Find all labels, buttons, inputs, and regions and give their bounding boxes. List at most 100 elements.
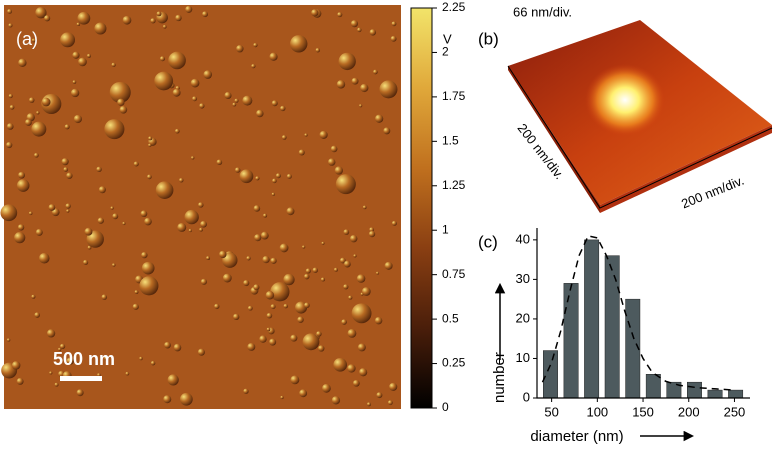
afm-particle <box>31 38 36 43</box>
afm-particle <box>134 290 139 294</box>
tick-label: 0.5 <box>442 311 459 325</box>
afm-particle <box>148 136 153 141</box>
afm-features <box>0 5 398 407</box>
afm-particle <box>16 179 30 192</box>
afm-particle <box>147 174 152 180</box>
afm-particle <box>269 338 277 346</box>
afm-particle <box>290 334 298 342</box>
afm-particle <box>54 382 59 387</box>
afm-particle <box>150 360 156 366</box>
y-tick-label: 30 <box>516 271 530 286</box>
afm-particle <box>265 290 275 300</box>
afm-particle <box>139 356 143 361</box>
afm-particle <box>31 121 47 137</box>
afm-particle <box>202 11 208 18</box>
afm-particle <box>59 343 66 350</box>
bar <box>645 374 661 399</box>
afm-particle <box>254 234 262 242</box>
afm-particle <box>390 35 397 42</box>
afm-particle <box>76 22 81 27</box>
afm-particle <box>253 205 261 212</box>
afm-particle <box>16 377 24 385</box>
afm-particle <box>144 217 152 226</box>
afm-particle <box>87 245 92 250</box>
afm-particle <box>155 181 174 199</box>
afm-particle <box>94 22 107 35</box>
afm-particle <box>35 228 43 236</box>
afm-particle <box>111 62 116 68</box>
afm-particle <box>167 374 179 386</box>
afm-particle <box>383 127 391 135</box>
afm-particle <box>338 52 356 71</box>
afm-particle <box>239 169 254 184</box>
afm-particle <box>18 58 27 68</box>
bar <box>604 255 620 399</box>
x-scale-label: 200 nm/div. <box>679 173 746 212</box>
afm-particle <box>173 343 182 352</box>
afm-particle <box>9 104 15 110</box>
panel-label: (a) <box>16 29 38 49</box>
afm-particle <box>61 158 69 166</box>
afm-particle <box>6 141 13 149</box>
afm-particle <box>379 80 398 99</box>
afm-particle <box>357 27 362 33</box>
afm-particle <box>275 173 281 179</box>
afm-particle <box>78 57 87 67</box>
afm-particle <box>66 172 73 179</box>
afm-particle <box>48 204 56 211</box>
afm-particle <box>350 234 358 243</box>
afm-particle <box>376 271 380 275</box>
afm-particle <box>34 152 39 158</box>
afm-particle <box>286 173 292 179</box>
afm-particle <box>255 176 260 181</box>
afm-particle <box>36 111 40 115</box>
afm-particle <box>362 205 367 210</box>
afm-particle <box>46 329 56 338</box>
y-tick-label: 20 <box>516 310 530 325</box>
afm-particle <box>44 15 51 22</box>
afm-particle <box>369 29 377 36</box>
afm-particle <box>375 114 384 123</box>
afm-particle <box>177 222 187 232</box>
afm-particle <box>304 302 310 309</box>
afm-particle <box>117 98 125 107</box>
afm-particle <box>70 88 80 98</box>
box-edge <box>507 65 773 209</box>
bar <box>563 283 579 399</box>
afm-particle <box>191 156 195 160</box>
afm-particle <box>222 273 232 283</box>
afm-particle <box>305 268 311 274</box>
afm-particle <box>35 7 47 19</box>
afm-particle <box>97 373 101 377</box>
afm-particle <box>58 347 62 352</box>
afm-particle <box>266 312 273 319</box>
afm-particle <box>247 305 253 311</box>
afm-particle <box>66 357 74 365</box>
afm-particle <box>361 287 371 296</box>
afm-particle <box>150 18 156 24</box>
afm-particle <box>311 9 319 17</box>
afm-particle <box>259 335 267 343</box>
colorbar-axis: 0 0.25 0.5 0.75 1 1.25 1.5 1.75 2 2.25 V <box>432 0 466 414</box>
afm-particle <box>203 70 213 79</box>
afm-particle <box>321 241 325 245</box>
afm-particle <box>312 267 319 273</box>
afm-particle <box>327 158 336 166</box>
afm-particle <box>347 328 357 338</box>
afm-particle <box>198 202 204 208</box>
afm-particle <box>65 203 71 209</box>
afm-particle <box>336 80 346 89</box>
afm-particle <box>206 256 211 261</box>
afm-particle <box>18 171 25 179</box>
afm-particle <box>271 192 276 196</box>
afm-particle <box>266 327 271 332</box>
afm-particle <box>192 96 198 102</box>
afm-particle <box>214 303 220 310</box>
afm-particle <box>290 375 300 385</box>
afm-particle <box>125 371 130 376</box>
afm-particle <box>334 166 344 175</box>
afm-particle <box>319 130 328 139</box>
colorbar <box>410 7 433 409</box>
afm-particle <box>283 273 295 286</box>
